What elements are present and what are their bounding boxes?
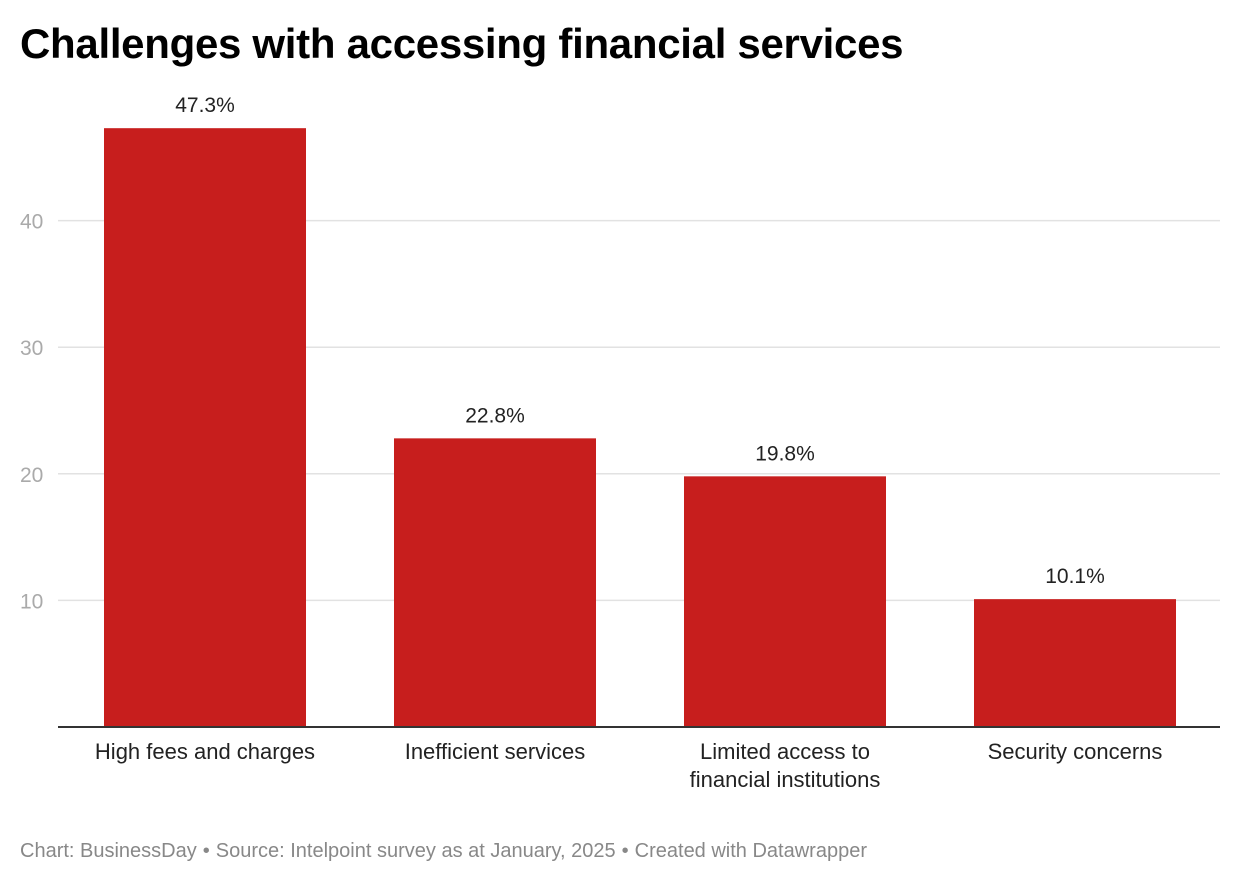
x-category-label: financial institutions: [690, 767, 881, 792]
bars: [104, 128, 1176, 727]
chart-title: Challenges with accessing financial serv…: [20, 20, 904, 67]
bar-value-label: 47.3%: [175, 94, 235, 117]
footer-separator: •: [621, 840, 629, 862]
bar: [394, 438, 596, 727]
y-axis-ticks: 10 20 30 40: [20, 211, 43, 614]
x-axis-labels: High fees and charges Inefficient service…: [95, 739, 1163, 792]
bar: [974, 599, 1176, 727]
bar: [684, 476, 886, 727]
bar-value-label: 10.1%: [1045, 565, 1105, 588]
x-category-label: Inefficient services: [405, 739, 586, 764]
y-tick-label: 40: [20, 211, 43, 234]
x-category-label: High fees and charges: [95, 739, 315, 764]
created-with-note: Created with Datawrapper: [634, 840, 867, 862]
chart-footer: Chart: BusinessDay • Source: Intelpoint su…: [20, 840, 867, 863]
value-labels: 47.3% 22.8% 19.8% 10.1%: [175, 94, 1105, 588]
bar: [104, 128, 306, 727]
y-tick-label: 20: [20, 464, 43, 487]
x-category-label: Security concerns: [988, 739, 1163, 764]
y-tick-label: 30: [20, 337, 43, 360]
x-category-label: Limited access to: [700, 739, 870, 764]
bar-value-label: 19.8%: [755, 442, 815, 465]
y-tick-label: 10: [20, 590, 43, 613]
source-note: Source: Intelpoint survey as at January,…: [215, 840, 616, 862]
footer-separator: •: [202, 840, 210, 862]
bar-value-label: 22.8%: [465, 404, 525, 427]
chart-credit: Chart: BusinessDay: [20, 840, 197, 862]
